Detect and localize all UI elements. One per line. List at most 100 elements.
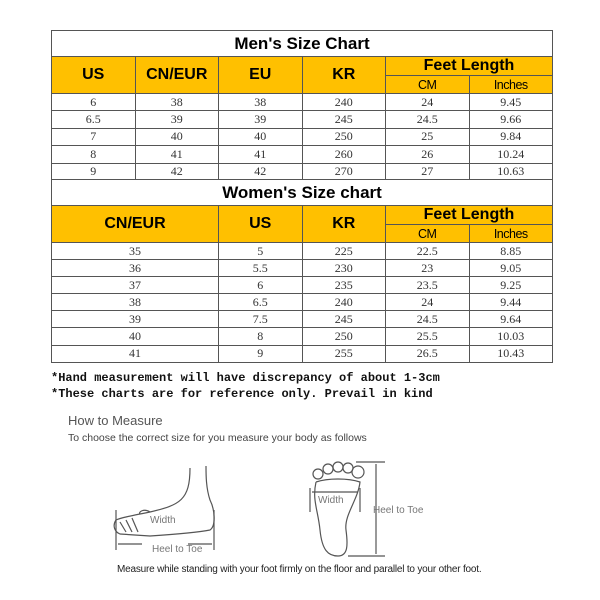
table-cell: 41: [51, 344, 219, 363]
table-cell: 26.5: [385, 344, 470, 363]
table-cell: 6.5: [51, 110, 136, 129]
table-cell: 8: [218, 327, 303, 346]
table-cell: 255: [301, 344, 386, 363]
table-cell: 40: [51, 327, 219, 346]
table-cell: 5.5: [218, 259, 303, 278]
table-cell: 27: [385, 162, 470, 181]
top-foot-illustration: [309, 461, 385, 557]
table-cell: 24: [385, 92, 470, 112]
table-cell: 24: [385, 293, 470, 312]
table-row: 41 9 255 26.5 10.43: [51, 344, 553, 363]
col-feet-length: Feet Length: [385, 56, 553, 76]
col-cneur: CN/EUR: [134, 56, 219, 94]
table-cell: 37: [51, 276, 219, 295]
table-row: 35 5 225 22.5 8.85: [51, 241, 553, 261]
womens-title: Women's Size chart: [51, 179, 553, 206]
table-cell: 10.43: [468, 344, 553, 363]
col-kr: KR: [301, 56, 386, 94]
table-row: 6.5 39 39 245 24.5 9.66: [51, 110, 553, 129]
table-cell: 9.84: [468, 127, 553, 147]
col-inches: Inches: [468, 75, 553, 94]
table-row: 8 41 41 260 26 10.24: [51, 145, 553, 164]
table-cell: 38: [218, 92, 303, 112]
table-row: 38 6.5 240 24 9.44: [51, 293, 553, 312]
table-cell: 24.5: [385, 110, 470, 129]
table-cell: 7.5: [218, 310, 303, 329]
table-row: 7 40 40 250 25 9.84: [51, 127, 553, 147]
table-cell: 42: [218, 162, 303, 181]
table-cell: 225: [301, 241, 386, 261]
table-cell: 41: [134, 145, 219, 164]
table-cell: 26: [385, 145, 470, 164]
col-eu: EU: [218, 56, 303, 94]
table-cell: 23: [385, 259, 470, 278]
side-foot-illustration: [113, 465, 215, 550]
table-cell: 245: [301, 310, 386, 329]
table-row: 37 6 235 23.5 9.25: [51, 276, 553, 295]
table-cell: 9.05: [468, 259, 553, 278]
note-reference: *These charts are for reference only. Pr…: [51, 387, 433, 401]
table-row: 6 38 38 240 24 9.45: [51, 92, 553, 112]
table-row: 36 5.5 230 23 9.05: [51, 259, 553, 278]
table-cell: 40: [218, 127, 303, 147]
table-cell: 6: [51, 92, 136, 112]
table-cell: 10.24: [468, 145, 553, 164]
table-cell: 9.44: [468, 293, 553, 312]
measure-title: How to Measure: [68, 413, 163, 428]
table-cell: 38: [51, 293, 219, 312]
table-cell: 260: [301, 145, 386, 164]
table-cell: 25: [385, 127, 470, 147]
table-cell: 240: [301, 92, 386, 112]
side-width-label: Width: [150, 515, 176, 526]
measure-caption: Measure while standing with your foot fi…: [117, 564, 482, 575]
table-cell: 250: [301, 327, 386, 346]
table-cell: 24.5: [385, 310, 470, 329]
table-cell: 25.5: [385, 327, 470, 346]
col-us: US: [51, 56, 136, 94]
table-cell: 23.5: [385, 276, 470, 295]
table-cell: 250: [301, 127, 386, 147]
table-cell: 6.5: [218, 293, 303, 312]
table-cell: 39: [218, 110, 303, 129]
col-inches: Inches: [468, 224, 553, 243]
table-cell: 9.64: [468, 310, 553, 329]
table-cell: 8.85: [468, 241, 553, 261]
table-row: 40 8 250 25.5 10.03: [51, 327, 553, 346]
col-feet-length: Feet Length: [385, 205, 553, 225]
top-width-label: Width: [318, 495, 344, 506]
col-cneur: CN/EUR: [51, 205, 219, 243]
table-cell: 245: [301, 110, 386, 129]
col-cm: CM: [385, 75, 470, 94]
col-us: US: [218, 205, 303, 243]
measure-subtitle: To choose the correct size for you measu…: [68, 432, 367, 444]
table-cell: 35: [51, 241, 219, 261]
table-cell: 40: [134, 127, 219, 147]
table-cell: 240: [301, 293, 386, 312]
table-row: 9 42 42 270 27 10.63: [51, 162, 553, 181]
col-cm: CM: [385, 224, 470, 243]
table-cell: 235: [301, 276, 386, 295]
table-cell: 10.03: [468, 327, 553, 346]
table-cell: 39: [51, 310, 219, 329]
table-cell: 9: [218, 344, 303, 363]
table-cell: 8: [51, 145, 136, 164]
table-cell: 10.63: [468, 162, 553, 181]
table-cell: 41: [218, 145, 303, 164]
side-length-label: Heel to Toe: [152, 544, 203, 555]
table-cell: 6: [218, 276, 303, 295]
table-cell: 5: [218, 241, 303, 261]
table-cell: 9.25: [468, 276, 553, 295]
top-length-label: Heel to Toe: [373, 505, 424, 516]
mens-title: Men's Size Chart: [51, 30, 553, 57]
note-discrepancy: *Hand measurement will have discrepancy …: [51, 371, 440, 385]
table-cell: 9.45: [468, 92, 553, 112]
table-cell: 230: [301, 259, 386, 278]
table-cell: 39: [134, 110, 219, 129]
table-cell: 9.66: [468, 110, 553, 129]
table-cell: 270: [301, 162, 386, 181]
table-cell: 42: [134, 162, 219, 181]
table-cell: 9: [51, 162, 136, 181]
table-cell: 36: [51, 259, 219, 278]
womens-size-table: Women's Size chart CN/EUR US KR Feet Length…: [51, 179, 553, 363]
table-cell: 38: [134, 92, 219, 112]
